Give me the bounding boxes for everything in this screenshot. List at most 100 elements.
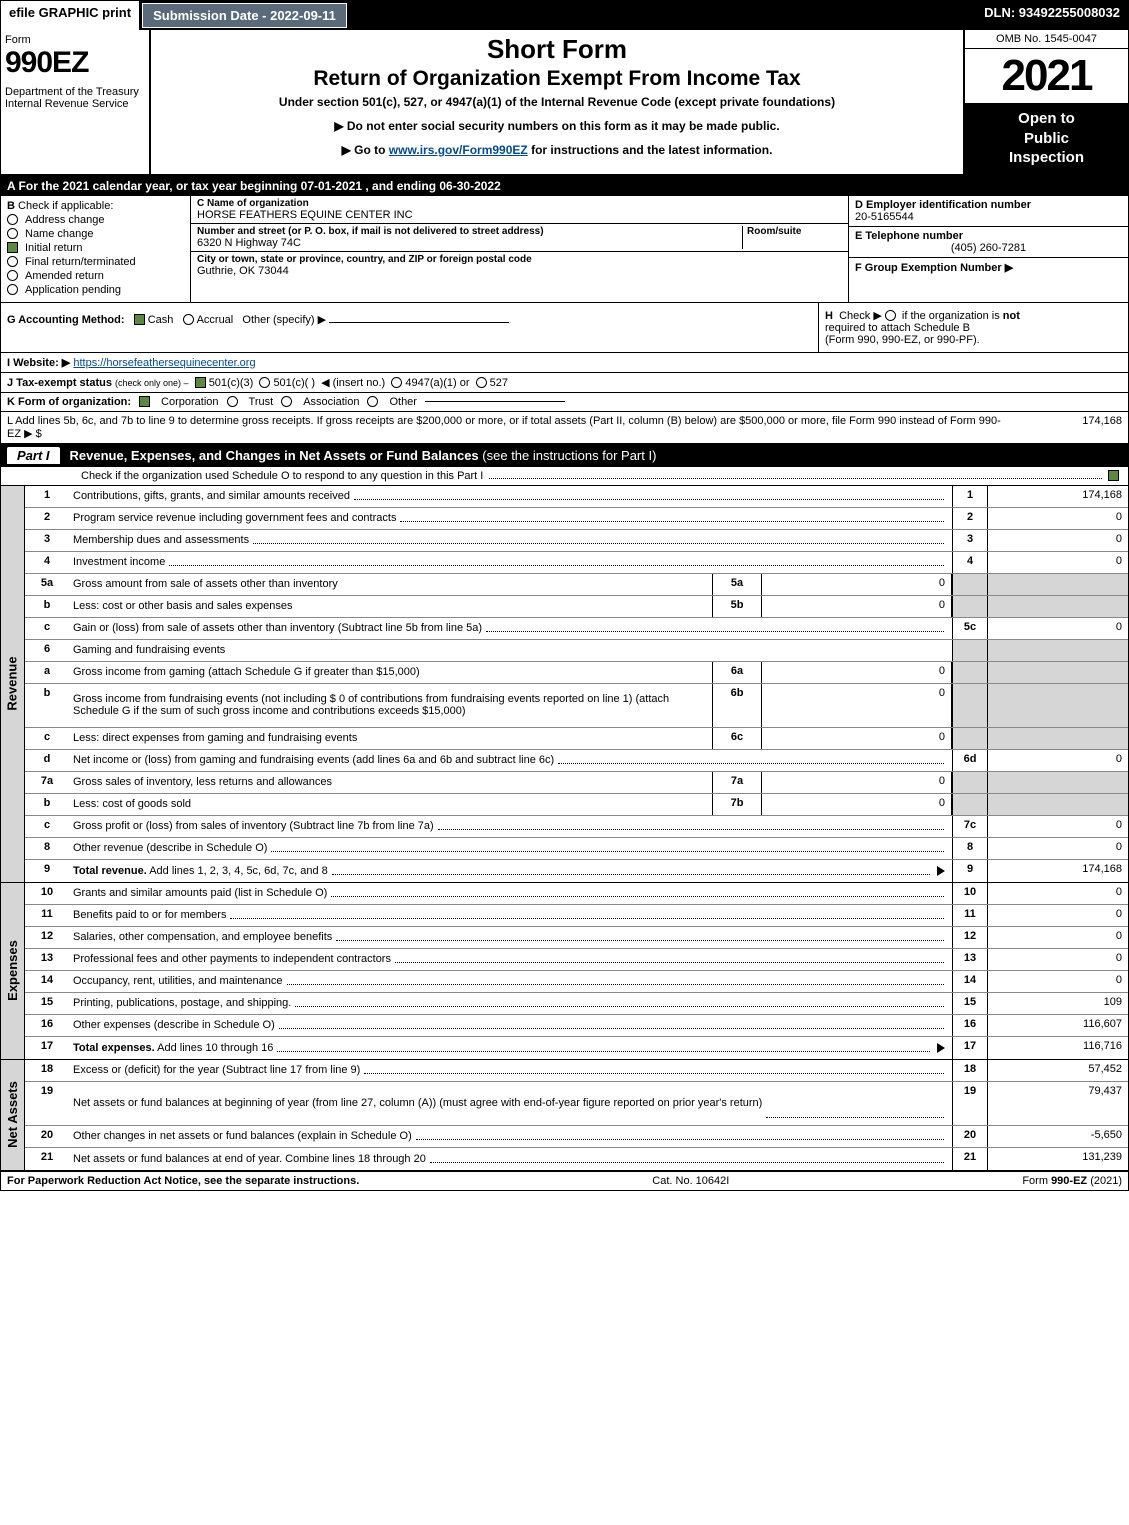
h-section: H Check ▶ if the organization is not req…	[818, 303, 1128, 352]
form-container: efile GRAPHIC print Submission Date - 20…	[0, 0, 1129, 1191]
line-number: 11	[25, 905, 69, 926]
c-street-label: Number and street (or P. O. box, if mail…	[197, 226, 742, 237]
line-num-box: 14	[952, 971, 988, 992]
k-other-radio[interactable]	[367, 396, 378, 407]
accrual-radio[interactable]	[183, 314, 194, 325]
b-item-label: Application pending	[25, 284, 121, 296]
k-other-line[interactable]	[425, 401, 565, 402]
line-amount: 131,239	[988, 1148, 1128, 1170]
j-501c3-cbx[interactable]	[195, 377, 206, 388]
line-number: 3	[25, 530, 69, 551]
line-num-box: 21	[952, 1148, 988, 1170]
k-trust-radio[interactable]	[227, 396, 238, 407]
irs-link[interactable]: www.irs.gov/Form990EZ	[389, 143, 528, 157]
b-item-checkbox[interactable]	[7, 256, 18, 267]
line-num-box: 8	[952, 838, 988, 859]
dots	[354, 499, 944, 500]
b-item-checkbox[interactable]	[7, 242, 18, 253]
dots	[295, 1006, 944, 1007]
c-city-row: City or town, state or province, country…	[191, 252, 848, 279]
top-bar: efile GRAPHIC print Submission Date - 20…	[1, 1, 1128, 30]
g-label: G Accounting Method:	[7, 314, 125, 326]
line-number: 20	[25, 1126, 69, 1147]
row-k: K Form of organization: Corporation Trus…	[1, 393, 1128, 412]
form-line: 9Total revenue. Add lines 1, 2, 3, 4, 5c…	[25, 860, 1128, 882]
line-desc-text: Gross income from fundraising events (no…	[73, 693, 708, 717]
j-4947-radio[interactable]	[391, 377, 402, 388]
block-bcd: B Check if applicable: Address changeNam…	[1, 196, 1128, 303]
line-num-box: 13	[952, 949, 988, 970]
line-amount: 0	[988, 618, 1128, 639]
form-line: 6Gaming and fundraising events	[25, 640, 1128, 662]
form-line: 13Professional fees and other payments t…	[25, 949, 1128, 971]
form-line: 5aGross amount from sale of assets other…	[25, 574, 1128, 596]
line-desc: Total revenue. Add lines 1, 2, 3, 4, 5c,…	[69, 860, 952, 882]
line-amount: 0	[988, 949, 1128, 970]
line-amount: 0	[988, 750, 1128, 771]
l-amount: 174,168	[1002, 415, 1122, 440]
line-numbox-shade	[952, 728, 988, 749]
line-desc: Gross income from fundraising events (no…	[69, 684, 712, 727]
sub-line-box: 5a	[712, 574, 762, 595]
j-527-radio[interactable]	[476, 377, 487, 388]
line-desc-text: Gross income from gaming (attach Schedul…	[73, 666, 420, 678]
line-amount: 109	[988, 993, 1128, 1014]
form-line: cGross profit or (loss) from sales of in…	[25, 816, 1128, 838]
line-desc: Less: direct expenses from gaming and fu…	[69, 728, 712, 749]
line-desc: Gain or (loss) from sale of assets other…	[69, 618, 952, 639]
b-item-checkbox[interactable]	[7, 270, 18, 281]
part-i-paren: (see the instructions for Part I)	[482, 448, 656, 463]
b-item-checkbox[interactable]	[7, 228, 18, 239]
row-l: L Add lines 5b, 6c, and 7b to line 9 to …	[1, 412, 1128, 444]
section-def: D Employer identification number 20-5165…	[848, 196, 1128, 302]
efile-print-label[interactable]: efile GRAPHIC print	[1, 1, 140, 30]
line-numbox-shade	[952, 772, 988, 793]
b-item-checkbox[interactable]	[7, 214, 18, 225]
line-num-box: 9	[952, 860, 988, 882]
open-line1: Open to	[969, 109, 1124, 129]
c-city-label: City or town, state or province, country…	[197, 254, 842, 265]
line-amount: -5,650	[988, 1126, 1128, 1147]
h-radio[interactable]	[885, 310, 896, 321]
line-numbox-shade	[952, 574, 988, 595]
k-label: K Form of organization:	[7, 396, 131, 408]
line-desc: Other changes in net assets or fund bala…	[69, 1126, 952, 1147]
k-corp: Corporation	[161, 396, 218, 408]
b-text: Check if applicable:	[18, 200, 113, 212]
cash-checkbox[interactable]	[134, 314, 145, 325]
line-number: c	[25, 618, 69, 639]
line-num-box: 4	[952, 552, 988, 573]
b-checkbox-row: Address change	[7, 214, 184, 226]
sub-line-box: 5b	[712, 596, 762, 617]
line-amt-shade	[988, 662, 1128, 683]
tel-value: (405) 260-7281	[855, 242, 1122, 254]
line-number: 1	[25, 486, 69, 507]
line-desc: Gross profit or (loss) from sales of inv…	[69, 816, 952, 837]
k-assoc-radio[interactable]	[281, 396, 292, 407]
line-num-box: 12	[952, 927, 988, 948]
line-desc-text: Total expenses. Add lines 10 through 16	[73, 1042, 273, 1054]
dots	[486, 631, 944, 632]
part-i-header: Part I Revenue, Expenses, and Changes in…	[1, 444, 1128, 467]
line-desc: Salaries, other compensation, and employ…	[69, 927, 952, 948]
j-501c-radio[interactable]	[259, 377, 270, 388]
open-line2: Public	[969, 129, 1124, 149]
part-i-checkbox[interactable]	[1108, 470, 1119, 481]
line-desc: Other revenue (describe in Schedule O)	[69, 838, 952, 859]
line-amount: 0	[988, 816, 1128, 837]
row-a-tax-year: A For the 2021 calendar year, or tax yea…	[1, 176, 1128, 196]
h-letter: H	[825, 310, 833, 322]
b-item-checkbox[interactable]	[7, 284, 18, 295]
expenses-side-text: Expenses	[5, 940, 20, 1001]
h-t2: if the organization is	[902, 310, 1003, 322]
k-corp-cbx[interactable]	[139, 396, 150, 407]
dots	[416, 1139, 944, 1140]
website-link[interactable]: https://horsefeathersequinecenter.org	[73, 357, 255, 369]
other-specify-line[interactable]	[329, 322, 509, 323]
line-num-box: 16	[952, 1015, 988, 1036]
footer-right-post: (2021)	[1087, 1175, 1122, 1187]
block-gh: G Accounting Method: Cash Accrual Other …	[1, 303, 1128, 353]
header-middle: Short Form Return of Organization Exempt…	[151, 30, 963, 174]
line-amt-shade	[988, 728, 1128, 749]
sub-line-box: 7a	[712, 772, 762, 793]
